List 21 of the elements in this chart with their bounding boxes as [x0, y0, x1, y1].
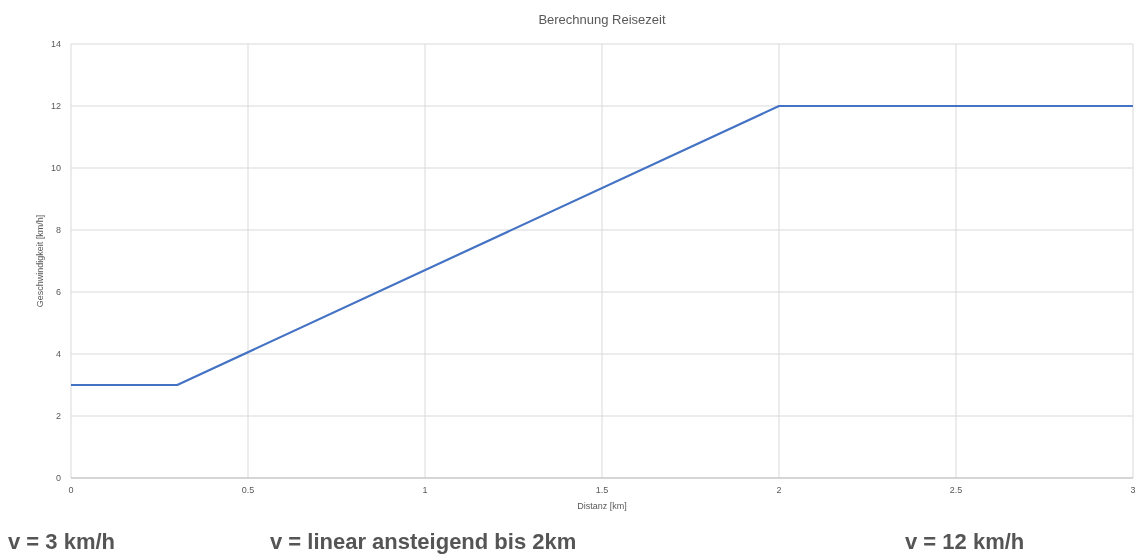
x-tick-label: 1.5 — [595, 485, 609, 495]
y-tick-label: 8 — [55, 225, 61, 235]
chart-title: Berechnung Reisezeit — [538, 12, 666, 27]
y-axis-title: Geschwindigkeit [km/h] — [35, 214, 45, 308]
x-tick-label: 0.5 — [241, 485, 255, 495]
y-tick-label: 2 — [55, 411, 61, 421]
text: v = 3 km/h — [8, 529, 116, 554]
text: v = linear ansteigend bis 2km — [270, 529, 577, 554]
y-tick-label: 6 — [55, 287, 61, 297]
x-tick-label: 2.5 — [949, 485, 963, 495]
x-tick-label: 0 — [68, 485, 74, 495]
y-tick-label: 4 — [55, 349, 61, 359]
y-tick-label: 0 — [55, 473, 61, 483]
x-tick-label: 3 — [1130, 485, 1136, 495]
y-tick-label: 14 — [50, 39, 61, 49]
y-tick-label: 12 — [50, 101, 61, 111]
x-axis-title: Distanz [km] — [577, 501, 627, 511]
x-tick-label: 2 — [776, 485, 782, 495]
y-tick-label: 10 — [50, 163, 61, 173]
x-tick-label: 1 — [422, 485, 428, 495]
text: v = 12 km/h — [905, 529, 1025, 554]
